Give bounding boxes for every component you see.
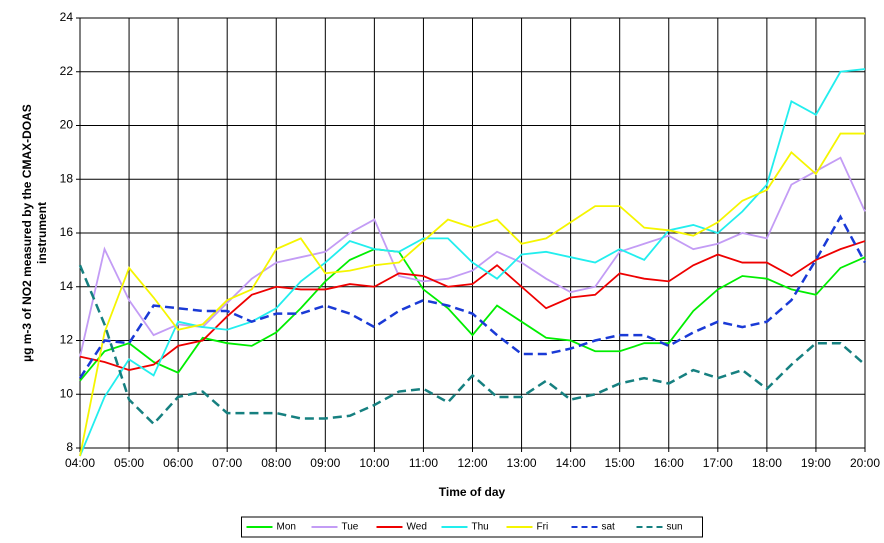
x-tick-label: 11:00 [409, 456, 438, 470]
y-tick-label: 14 [60, 279, 74, 293]
plot-border [79, 17, 866, 449]
y-tick-label: 18 [60, 171, 74, 185]
x-tick-label: 08:00 [261, 456, 291, 470]
series-line [79, 132, 865, 457]
y-tick-label: 8 [66, 440, 73, 454]
y-tick-label: 20 [60, 118, 74, 132]
series-line [79, 156, 866, 357]
x-axis-label: Time of day [439, 485, 506, 499]
legend-label: Tue [342, 522, 359, 533]
y-tick-label: 16 [60, 225, 74, 239]
y-tick-label: 22 [60, 64, 74, 78]
legend-box [241, 516, 703, 538]
y-tick-label: 10 [60, 386, 74, 400]
series-line [79, 240, 866, 371]
series-line [79, 68, 866, 457]
legend-label: sat [602, 522, 616, 533]
y-axis-label: µg m-3 of NO2 measured by the CMAX-DOAS [20, 104, 34, 362]
y-tick-label: 12 [60, 333, 74, 347]
x-tick-label: 04:00 [65, 456, 95, 470]
series-line [79, 248, 866, 382]
legend-label: Fri [537, 522, 549, 533]
x-tick-label: 19:00 [801, 456, 831, 470]
legend-label: Wed [407, 522, 427, 533]
x-tick-label: 05:00 [114, 456, 144, 470]
legend-label: Mon [277, 522, 296, 533]
legend-label: sun [667, 522, 683, 533]
x-tick-label: 12:00 [457, 456, 487, 470]
y-axis-label: instrument [35, 202, 49, 264]
x-tick-label: 13:00 [507, 456, 537, 470]
x-tick-label: 18:00 [752, 456, 782, 470]
x-tick-label: 17:00 [703, 456, 733, 470]
x-tick-label: 07:00 [212, 456, 242, 470]
y-tick-label: 24 [60, 10, 74, 24]
x-tick-label: 14:00 [556, 456, 586, 470]
legend-label: Thu [472, 522, 489, 533]
x-tick-label: 20:00 [850, 456, 880, 470]
x-tick-label: 09:00 [310, 456, 340, 470]
x-tick-label: 10:00 [359, 456, 389, 470]
series-line [78, 264, 866, 426]
series-line [78, 214, 867, 379]
x-tick-label: 16:00 [654, 456, 684, 470]
x-tick-label: 06:00 [163, 456, 193, 470]
x-tick-label: 15:00 [605, 456, 635, 470]
